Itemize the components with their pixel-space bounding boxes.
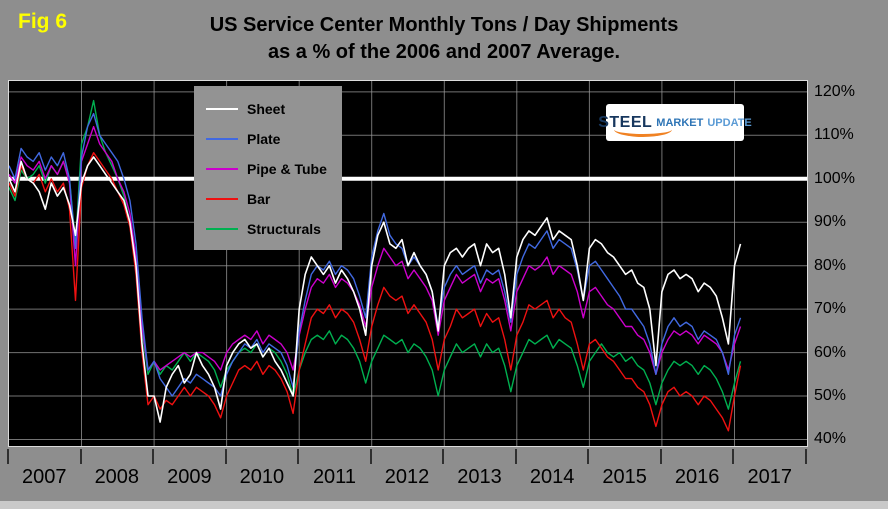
steel-market-update-logo: STEEL MARKET UPDATE	[598, 104, 752, 141]
y-axis-label-110: 110%	[814, 126, 854, 144]
legend-line-sample-plate	[206, 138, 238, 140]
legend-item-structurals: Structurals	[206, 214, 342, 244]
logo-text-update: UPDATE	[707, 116, 752, 129]
x-axis-label-2017: 2017	[747, 466, 792, 488]
x-axis-tick-mark	[442, 449, 445, 464]
x-axis-tick-mark	[7, 449, 9, 464]
legend-line-sample-sheet	[206, 108, 238, 110]
x-axis-label-2011: 2011	[312, 466, 356, 488]
footer-strip	[0, 501, 888, 509]
legend: Sheet Plate Pipe & Tube Bar Structurals	[194, 86, 342, 250]
legend-label-structurals: Structurals	[247, 221, 321, 237]
x-axis: 2007 2008 2009 2010 2011 2012 2013 2014 2015 2016…	[7, 447, 808, 501]
x-axis-label-2016: 2016	[674, 466, 720, 488]
figure-label: Fig 6	[18, 10, 68, 33]
y-axis-label-60: 60%	[814, 343, 847, 361]
x-axis-label-2010: 2010	[239, 466, 285, 488]
x-axis-tick-mark	[152, 449, 155, 464]
legend-label-sheet: Sheet	[247, 101, 286, 117]
y-axis-label-50: 50%	[814, 387, 847, 405]
chart-title-line2: as a % of the 2006 and 2007 Average.	[267, 41, 621, 63]
legend-label-bar: Bar	[247, 191, 271, 207]
y-axis-label-100: 100%	[814, 169, 855, 187]
legend-label-pipe-tube: Pipe & Tube	[247, 161, 327, 177]
legend-line-sample-bar	[206, 198, 238, 200]
series-line-plate	[9, 112, 742, 397]
x-axis-label-2007: 2007	[22, 466, 67, 488]
x-axis-tick-mark	[369, 449, 372, 464]
chart-title-line1: US Service Center Monthly Tons / Day Shi…	[209, 14, 679, 36]
x-axis-label-2012: 2012	[384, 466, 430, 488]
plot-area: Sheet Plate Pipe & Tube Bar Structurals …	[8, 80, 808, 447]
x-axis-tick-mark	[659, 449, 662, 464]
x-axis-label-2009: 2009	[167, 466, 212, 488]
chart-title: US Service Center Monthly Tons / Day Shi…	[0, 12, 888, 66]
x-axis-label-2013: 2013	[457, 466, 502, 488]
x-axis-tick-mark	[224, 449, 227, 464]
y-axis-label-90: 90%	[814, 213, 847, 231]
logo-swoosh-icon	[614, 122, 672, 137]
x-axis-tick-mark	[732, 449, 735, 464]
x-axis-label-2015: 2015	[602, 466, 647, 488]
legend-label-plate: Plate	[247, 131, 281, 147]
series-line-structurals	[9, 99, 742, 410]
y-axis-label-40: 40%	[814, 430, 847, 448]
y-axis: 120% 110% 100% 90% 80% 70% 60% 50% 40%	[812, 80, 884, 448]
legend-item-sheet: Sheet	[206, 94, 342, 124]
x-axis-label-2008: 2008	[94, 466, 140, 488]
legend-item-bar: Bar	[206, 184, 342, 214]
x-axis-tick-mark	[514, 449, 517, 464]
x-axis-tick-mark	[297, 449, 300, 464]
y-axis-label-120: 120%	[814, 82, 855, 100]
legend-item-plate: Plate	[206, 124, 342, 154]
series-line-sheet	[9, 156, 742, 423]
legend-line-sample-structurals	[206, 228, 238, 230]
x-axis-tick-mark	[805, 449, 807, 464]
y-axis-label-70: 70%	[814, 300, 847, 318]
x-axis-tick-mark	[79, 449, 82, 464]
series-line-pipe-tube	[9, 125, 742, 375]
x-axis-label-2014: 2014	[529, 466, 575, 488]
legend-item-pipe-tube: Pipe & Tube	[206, 154, 342, 184]
x-axis-tick-mark	[587, 449, 590, 464]
legend-line-sample-pipe-tube	[206, 168, 238, 170]
y-axis-label-80: 80%	[814, 256, 847, 274]
